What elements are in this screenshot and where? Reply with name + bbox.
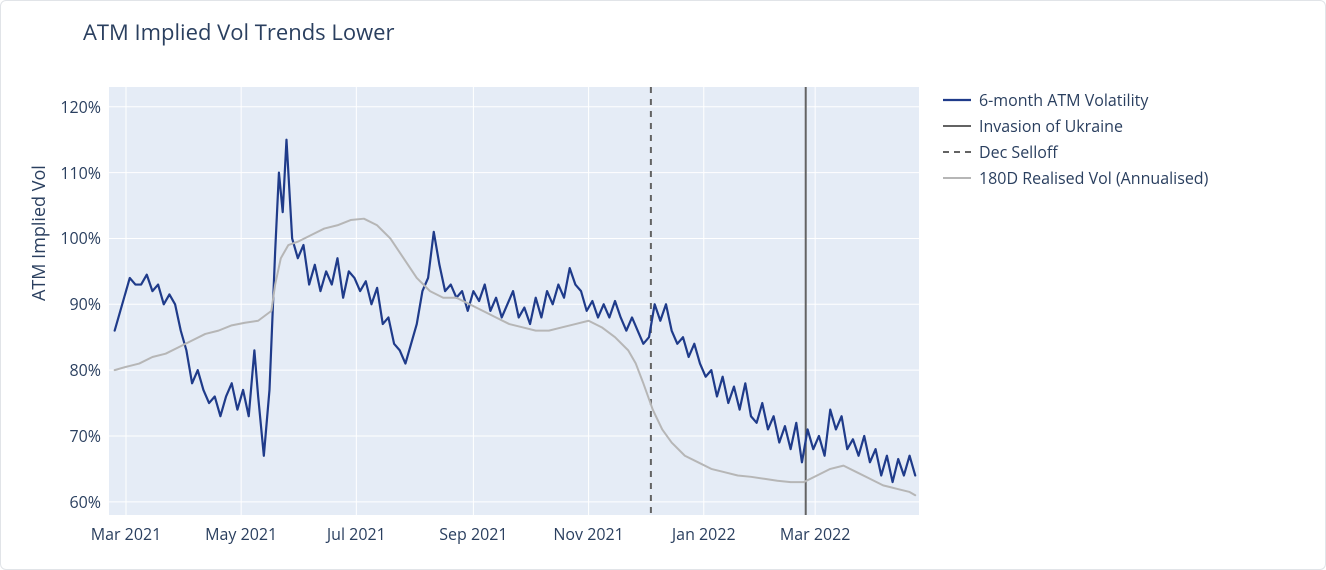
- y-tick-label: 80%: [69, 359, 101, 381]
- legend-label: 180D Realised Vol (Annualised): [979, 167, 1208, 189]
- chart-title: ATM Implied Vol Trends Lower: [83, 17, 394, 47]
- legend-item[interactable]: 180D Realised Vol (Annualised): [941, 165, 1208, 191]
- legend-swatch: [941, 142, 973, 162]
- y-axis-label: ATM Implied Vol: [27, 165, 51, 301]
- legend-item[interactable]: Dec Selloff: [941, 139, 1208, 165]
- legend-swatch: [941, 168, 973, 188]
- x-tick-label: Sep 2021: [439, 523, 507, 545]
- legend-label: Invasion of Ukraine: [979, 115, 1123, 137]
- x-tick-label: Nov 2021: [553, 523, 623, 545]
- y-tick-label: 100%: [60, 227, 101, 249]
- chart-frame: ATM Implied Vol Trends Lower ATM Implied…: [0, 0, 1326, 570]
- legend-swatch: [941, 90, 973, 110]
- x-tick-label: Jan 2022: [672, 523, 736, 545]
- legend-label: 6-month ATM Volatility: [979, 89, 1148, 111]
- x-tick-label: Mar 2021: [91, 523, 162, 545]
- y-tick-label: 110%: [60, 162, 101, 184]
- legend-item[interactable]: 6-month ATM Volatility: [941, 87, 1208, 113]
- x-tick-label: May 2021: [205, 523, 277, 545]
- legend-swatch: [941, 116, 973, 136]
- legend-label: Dec Selloff: [979, 141, 1058, 163]
- y-tick-label: 90%: [69, 293, 101, 315]
- y-tick-label: 60%: [69, 491, 101, 513]
- legend: 6-month ATM Volatility Invasion of Ukrain…: [941, 87, 1208, 191]
- x-tick-label: Jul 2021: [327, 523, 386, 545]
- x-tick-label: Mar 2022: [780, 523, 851, 545]
- chart-svg: [109, 87, 919, 515]
- y-tick-label: 70%: [69, 425, 101, 447]
- y-tick-label: 120%: [60, 96, 101, 118]
- plot-area: [109, 87, 919, 515]
- legend-item[interactable]: Invasion of Ukraine: [941, 113, 1208, 139]
